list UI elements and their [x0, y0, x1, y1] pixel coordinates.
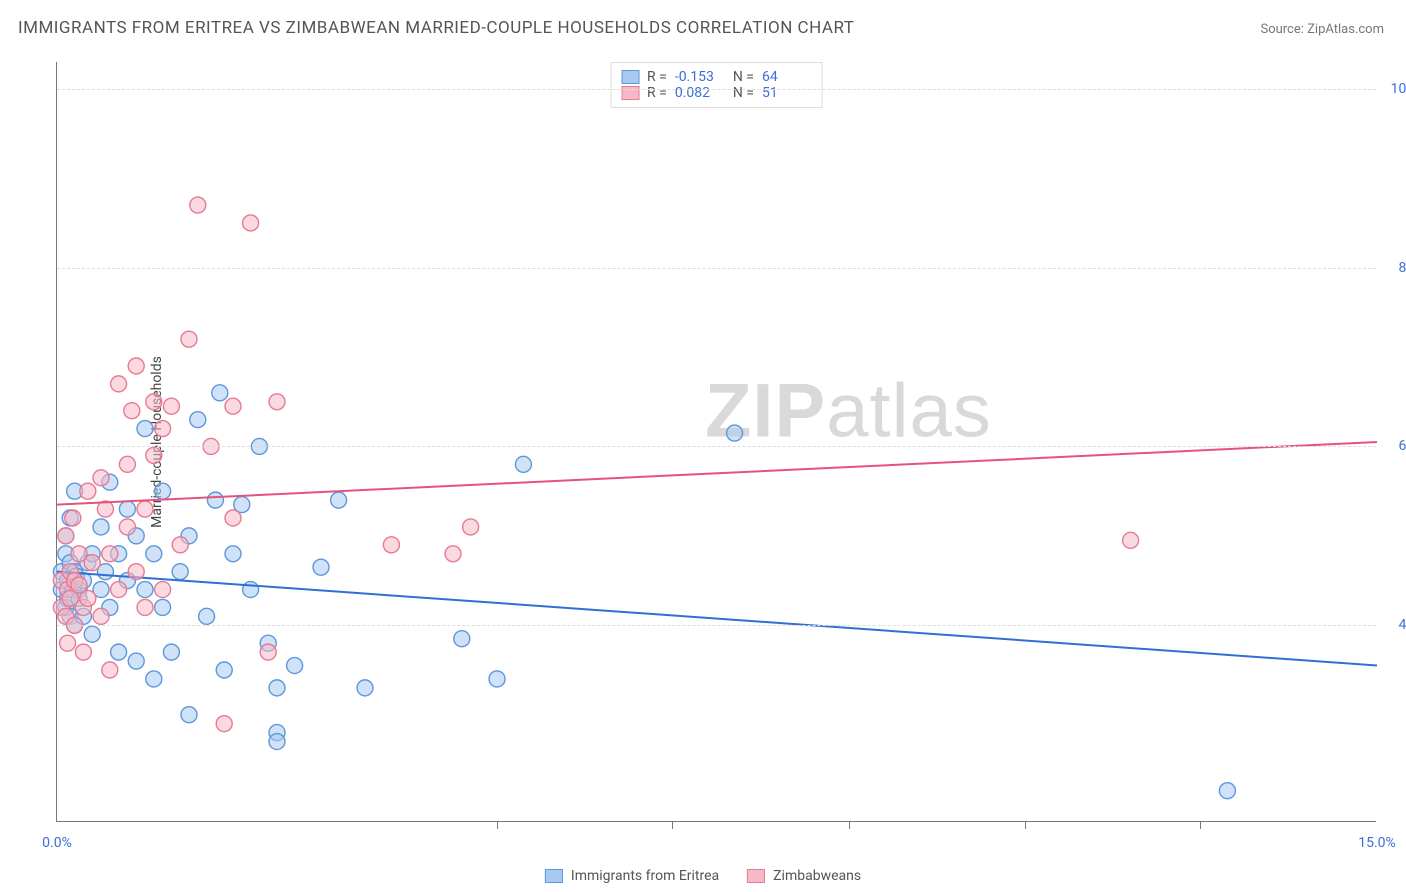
- scatter-point: [181, 707, 197, 723]
- scatter-point: [269, 680, 285, 696]
- scatter-point: [463, 519, 479, 535]
- scatter-point: [146, 447, 162, 463]
- scatter-point: [243, 582, 259, 598]
- scatter-point: [119, 501, 135, 517]
- scatter-point: [119, 456, 135, 472]
- scatter-point: [269, 734, 285, 750]
- gridline-h: [57, 268, 1376, 269]
- xtick-minor: [1025, 821, 1026, 829]
- legend-item-0: Immigrants from Eritrea: [545, 868, 719, 884]
- scatter-point: [515, 456, 531, 472]
- scatter-point: [128, 358, 144, 374]
- scatter-point: [58, 528, 74, 544]
- scatter-point: [128, 564, 144, 580]
- xtick-label: 0.0%: [42, 835, 72, 851]
- scatter-point: [383, 537, 399, 553]
- ytick-label: 60.0%: [1381, 438, 1406, 454]
- scatter-point: [357, 680, 373, 696]
- xtick-minor: [1200, 821, 1201, 829]
- scatter-point: [199, 608, 215, 624]
- chart-title: IMMIGRANTS FROM ERITREA VS ZIMBABWEAN MA…: [18, 18, 854, 38]
- scatter-point: [190, 197, 206, 213]
- gridline-h: [57, 89, 1376, 90]
- scatter-point: [111, 644, 127, 660]
- trend-line: [57, 572, 1377, 666]
- bottom-legend: Immigrants from Eritrea Zimbabweans: [545, 868, 861, 884]
- scatter-point: [137, 599, 153, 615]
- scatter-point: [65, 510, 81, 526]
- chart-svg: [57, 62, 1376, 821]
- plot-area: Married-couple Households ZIPatlas R = -…: [56, 62, 1376, 822]
- scatter-point: [155, 421, 171, 437]
- scatter-point: [212, 385, 228, 401]
- scatter-point: [190, 412, 206, 428]
- xtick-minor: [497, 821, 498, 829]
- scatter-point: [84, 626, 100, 642]
- ytick-label: 100.0%: [1381, 81, 1406, 97]
- scatter-point: [216, 662, 232, 678]
- scatter-point: [146, 546, 162, 562]
- scatter-point: [216, 716, 232, 732]
- scatter-point: [111, 582, 127, 598]
- scatter-point: [137, 582, 153, 598]
- scatter-point: [313, 559, 329, 575]
- scatter-point: [80, 590, 96, 606]
- scatter-point: [489, 671, 505, 687]
- scatter-point: [124, 403, 140, 419]
- scatter-point: [1219, 783, 1235, 799]
- gridline-h: [57, 446, 1376, 447]
- scatter-point: [163, 644, 179, 660]
- scatter-point: [225, 398, 241, 414]
- scatter-point: [1123, 532, 1139, 548]
- scatter-point: [260, 644, 276, 660]
- scatter-point: [243, 215, 259, 231]
- scatter-point: [60, 635, 76, 651]
- ytick-label: 40.0%: [1381, 617, 1406, 633]
- scatter-point: [75, 644, 91, 660]
- scatter-point: [225, 510, 241, 526]
- scatter-point: [172, 537, 188, 553]
- scatter-point: [155, 483, 171, 499]
- scatter-point: [163, 398, 179, 414]
- xtick-minor: [672, 821, 673, 829]
- scatter-point: [137, 501, 153, 517]
- scatter-point: [146, 394, 162, 410]
- xtick-minor: [849, 821, 850, 829]
- legend-swatch-0: [545, 869, 563, 883]
- scatter-point: [225, 546, 241, 562]
- scatter-point: [181, 331, 197, 347]
- scatter-point: [80, 483, 96, 499]
- scatter-point: [454, 631, 470, 647]
- scatter-point: [331, 492, 347, 508]
- scatter-point: [172, 564, 188, 580]
- source-label: Source: ZipAtlas.com: [1260, 22, 1384, 37]
- scatter-point: [287, 658, 303, 674]
- scatter-point: [128, 653, 144, 669]
- scatter-point: [111, 376, 127, 392]
- scatter-point: [84, 555, 100, 571]
- scatter-point: [93, 470, 109, 486]
- scatter-point: [727, 425, 743, 441]
- legend-label-1: Zimbabweans: [773, 868, 861, 884]
- scatter-point: [137, 421, 153, 437]
- xtick-label: 15.0%: [1358, 835, 1396, 851]
- scatter-point: [155, 582, 171, 598]
- legend-label-0: Immigrants from Eritrea: [571, 868, 719, 884]
- ytick-label: 80.0%: [1381, 260, 1406, 276]
- scatter-point: [146, 671, 162, 687]
- legend-swatch-1: [747, 869, 765, 883]
- scatter-point: [102, 546, 118, 562]
- scatter-point: [269, 394, 285, 410]
- legend-item-1: Zimbabweans: [747, 868, 861, 884]
- gridline-h: [57, 625, 1376, 626]
- scatter-point: [93, 608, 109, 624]
- scatter-point: [445, 546, 461, 562]
- scatter-point: [102, 662, 118, 678]
- scatter-point: [93, 519, 109, 535]
- scatter-point: [207, 492, 223, 508]
- scatter-point: [155, 599, 171, 615]
- scatter-point: [119, 519, 135, 535]
